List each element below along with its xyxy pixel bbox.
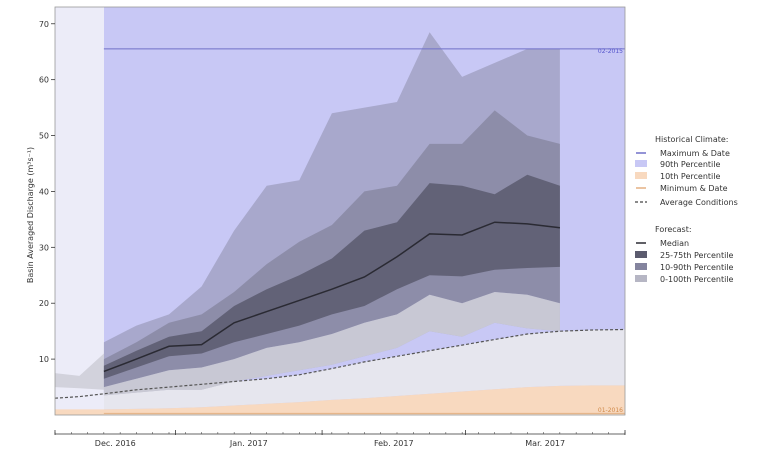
x-month-label: Feb. 2017 bbox=[374, 439, 414, 448]
y-tick-label: 60 bbox=[39, 76, 49, 85]
legend-p10-90-label: 10-90th Percentile bbox=[660, 263, 734, 272]
fan-25-75-band bbox=[103, 174, 560, 379]
average-line bbox=[54, 328, 626, 399]
legend-p10-swatch bbox=[635, 172, 647, 179]
legend-min-label: Minimum & Date bbox=[660, 184, 728, 193]
legend: Historical Climate: Maximum & Date 90th … bbox=[635, 135, 738, 284]
legend-p10-90-swatch bbox=[635, 263, 647, 270]
y-tick-label: 70 bbox=[39, 20, 49, 29]
x-month-label: Mar. 2017 bbox=[525, 439, 565, 448]
observed-region bbox=[55, 7, 104, 415]
plot-area bbox=[54, 7, 626, 415]
legend-p90-swatch bbox=[635, 160, 647, 167]
min-date-label: 01-2016 bbox=[598, 407, 623, 414]
x-month-label: Jan. 2017 bbox=[229, 439, 268, 448]
max-date-label: 02-2015 bbox=[598, 48, 623, 55]
axes: 10 20 30 40 50 60 70 Dec. 2016 Jan. 2017 Feb. 201… bbox=[39, 6, 626, 448]
legend-p90-label: 90th Percentile bbox=[660, 160, 720, 169]
legend-p10-label: 10th Percentile bbox=[660, 172, 720, 181]
history-band bbox=[55, 353, 104, 390]
y-tick-label: 30 bbox=[39, 243, 49, 252]
p10-band bbox=[55, 385, 625, 415]
fan-10-90-band bbox=[103, 110, 560, 388]
y-tick-label: 50 bbox=[39, 132, 49, 141]
y-tick-label: 10 bbox=[39, 355, 49, 364]
legend-historical-heading: Historical Climate: bbox=[655, 135, 729, 144]
legend-forecast-heading: Forecast: bbox=[655, 225, 692, 234]
x-month-label: Dec. 2016 bbox=[95, 439, 136, 448]
median-line bbox=[103, 221, 560, 373]
legend-max-label: Maximum & Date bbox=[660, 149, 730, 158]
legend-p25-75-swatch bbox=[635, 251, 647, 258]
below-average-area bbox=[103, 329, 625, 410]
legend-median-label: Median bbox=[660, 239, 689, 248]
legend-average-label: Average Conditions bbox=[660, 198, 738, 207]
legend-p25-75-label: 25-75th Percentile bbox=[660, 251, 734, 260]
fan-lower-area bbox=[103, 292, 560, 396]
legend-p0-100-swatch bbox=[635, 275, 647, 282]
y-tick-label: 20 bbox=[39, 299, 49, 308]
y-tick-label: 40 bbox=[39, 187, 49, 196]
plot-frame bbox=[54, 6, 626, 416]
y-axis-label: Basin Averaged Discharge (m³s⁻¹) bbox=[26, 147, 35, 283]
legend-p0-100-label: 0-100th Percentile bbox=[660, 275, 734, 284]
